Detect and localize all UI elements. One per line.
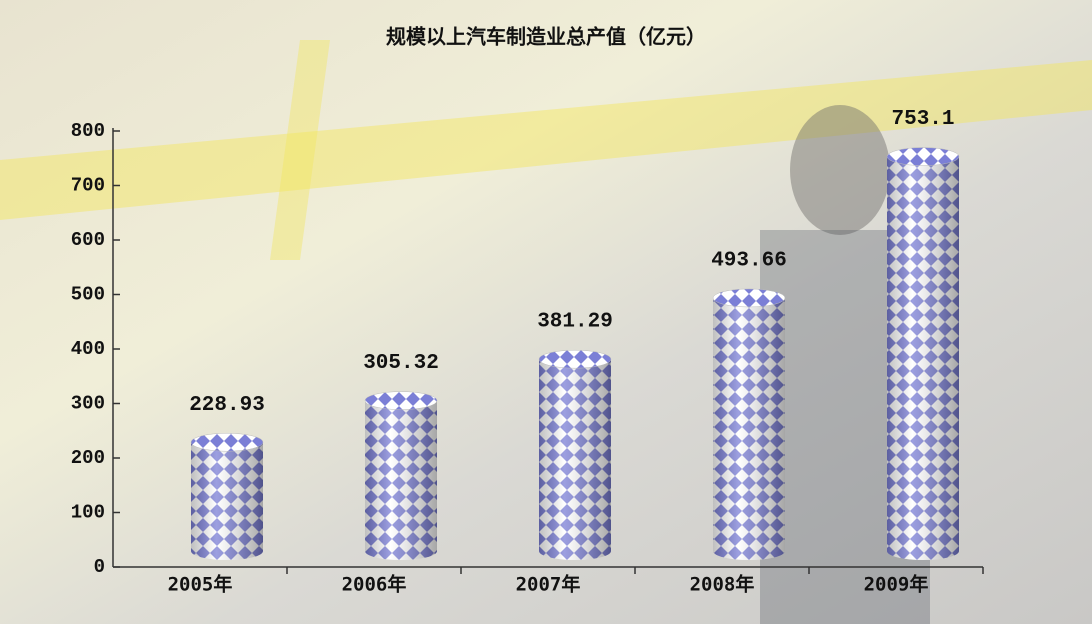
bar-part [365,392,437,410]
bar-part [365,401,437,560]
bar-part [191,442,263,560]
value-label: 381.29 [537,311,613,334]
background-figure [790,105,890,235]
bar-part [713,289,785,307]
bar [887,148,959,560]
x-tick-label: 2007年 [516,573,581,596]
y-tick-label: 200 [71,447,105,469]
bar-part [713,298,785,560]
y-tick-label: 100 [71,502,105,524]
chart-title: 规模以上汽车制造业总产值（亿元） [386,25,706,49]
x-tick-label: 2005年 [168,573,233,596]
value-label: 228.93 [189,394,265,417]
bar-part [887,148,959,166]
x-tick-label: 2008年 [690,573,755,596]
bar-part [539,350,611,368]
y-tick-label: 700 [71,175,105,197]
y-tick-label: 400 [71,338,105,360]
bar [539,350,611,560]
y-tick-label: 0 [94,556,105,578]
value-label: 305.32 [363,352,439,375]
bar [365,392,437,560]
bar [191,433,263,560]
y-tick-label: 500 [71,284,105,306]
bar-part [539,359,611,560]
bar [713,289,785,560]
bar-part [191,433,263,451]
y-tick-label: 800 [71,120,105,142]
value-label: 493.66 [711,250,787,273]
bar-part [887,157,959,560]
x-tick-label: 2009年 [864,573,929,596]
y-tick-label: 300 [71,393,105,415]
value-label: 753.1 [891,108,954,131]
y-tick-label: 600 [71,229,105,251]
page: {"chart_data": {"type": "bar", "title": … [0,0,1092,624]
x-tick-label: 2006年 [342,573,407,596]
chart: 规模以上汽车制造业总产值（亿元） 0 100 200 300 400 500 600 700 8… [0,0,1092,624]
